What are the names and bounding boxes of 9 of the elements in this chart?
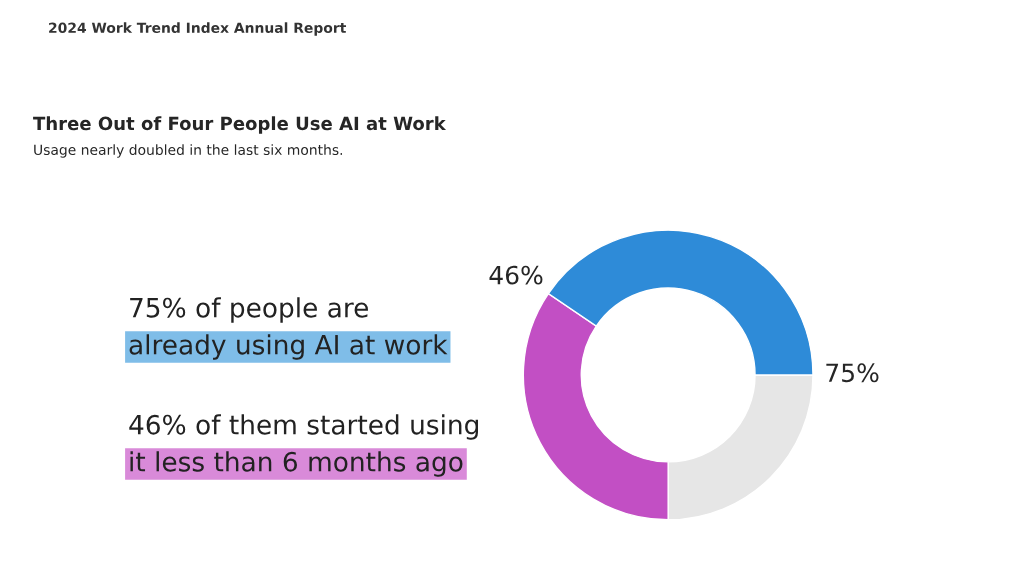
- text: 75% of people are: [130, 297, 368, 323]
- text: it less than 6 months ago: [130, 451, 463, 477]
- text: Three Out of Four People Use AI at Work: [33, 116, 447, 134]
- text: 2024 Work Trend Index Annual Report: [49, 22, 347, 36]
- text: Usage nearly doubled in the last six months.: [34, 144, 343, 158]
- text: 46%: [489, 265, 543, 285]
- text: 46% of them started using: [129, 414, 478, 440]
- text: already using AI at work: [129, 334, 448, 360]
- text: 75%: [826, 363, 879, 383]
